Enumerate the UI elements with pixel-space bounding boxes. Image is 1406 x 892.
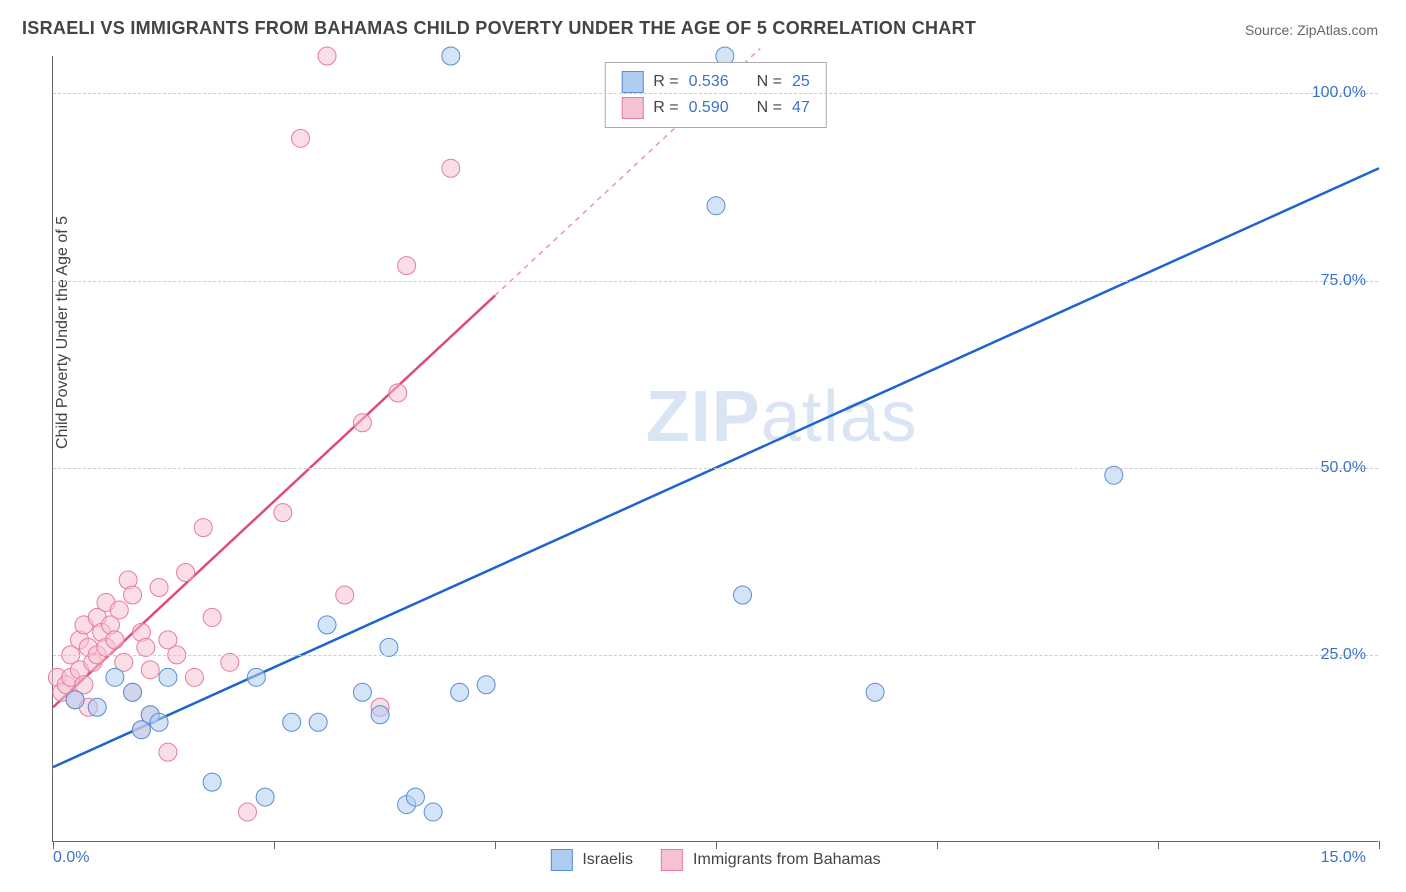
legend-r-label: R = bbox=[653, 99, 678, 117]
data-point bbox=[451, 683, 469, 701]
data-point bbox=[66, 691, 84, 709]
data-point bbox=[185, 668, 203, 686]
data-point bbox=[1105, 466, 1123, 484]
data-point bbox=[194, 519, 212, 537]
data-point bbox=[203, 608, 221, 626]
data-point bbox=[141, 661, 159, 679]
x-tick-mark bbox=[937, 841, 938, 849]
data-point bbox=[353, 414, 371, 432]
data-point bbox=[150, 713, 168, 731]
legend-label: Immigrants from Bahamas bbox=[693, 851, 881, 869]
data-point bbox=[353, 683, 371, 701]
gridline bbox=[53, 93, 1378, 94]
data-point bbox=[424, 803, 442, 821]
data-point bbox=[177, 564, 195, 582]
x-tick-mark bbox=[716, 841, 717, 849]
data-point bbox=[477, 676, 495, 694]
data-point bbox=[124, 683, 142, 701]
data-point bbox=[203, 773, 221, 791]
legend-swatch bbox=[621, 97, 643, 119]
data-point bbox=[159, 743, 177, 761]
data-point bbox=[88, 698, 106, 716]
y-tick-label: 75.0% bbox=[1321, 272, 1366, 290]
gridline bbox=[53, 281, 1378, 282]
legend-swatch bbox=[661, 849, 683, 871]
legend-r-value: 0.590 bbox=[689, 99, 729, 117]
gridline bbox=[53, 468, 1378, 469]
legend-row: R = 0.536 N = 25 bbox=[621, 69, 810, 95]
data-point bbox=[406, 788, 424, 806]
x-axis-min-label: 0.0% bbox=[53, 849, 89, 867]
legend-r-value: 0.536 bbox=[689, 73, 729, 91]
legend-n-label: N = bbox=[757, 99, 782, 117]
legend-n-value: 25 bbox=[792, 73, 810, 91]
data-point bbox=[106, 668, 124, 686]
source-attribution: Source: ZipAtlas.com bbox=[1245, 22, 1378, 38]
legend-n-value: 47 bbox=[792, 99, 810, 117]
legend-r-label: R = bbox=[653, 73, 678, 91]
data-point bbox=[150, 578, 168, 596]
data-point bbox=[309, 713, 327, 731]
data-point bbox=[247, 668, 265, 686]
series-legend: Israelis Immigrants from Bahamas bbox=[550, 849, 880, 871]
gridline bbox=[53, 655, 1378, 656]
data-point bbox=[398, 257, 416, 275]
scatter-plot: Child Poverty Under the Age of 5 ZIPatla… bbox=[52, 56, 1378, 842]
data-point bbox=[318, 47, 336, 65]
x-tick-mark bbox=[274, 841, 275, 849]
data-point bbox=[221, 653, 239, 671]
data-point bbox=[124, 586, 142, 604]
y-tick-label: 100.0% bbox=[1312, 84, 1366, 102]
chart-title: ISRAELI VS IMMIGRANTS FROM BAHAMAS CHILD… bbox=[22, 18, 976, 39]
data-point bbox=[442, 159, 460, 177]
data-point bbox=[238, 803, 256, 821]
legend-item: Immigrants from Bahamas bbox=[661, 849, 881, 871]
legend-n-label: N = bbox=[757, 73, 782, 91]
data-point bbox=[380, 638, 398, 656]
legend-label: Israelis bbox=[582, 851, 633, 869]
data-point bbox=[274, 504, 292, 522]
x-axis-max-label: 15.0% bbox=[1321, 849, 1366, 867]
data-point bbox=[866, 683, 884, 701]
data-point bbox=[283, 713, 301, 731]
data-point bbox=[256, 788, 274, 806]
x-tick-mark bbox=[495, 841, 496, 849]
data-point bbox=[371, 706, 389, 724]
data-point bbox=[442, 47, 460, 65]
legend-swatch bbox=[621, 71, 643, 93]
data-point bbox=[336, 586, 354, 604]
chart-svg-layer bbox=[53, 56, 1378, 841]
y-tick-label: 50.0% bbox=[1321, 459, 1366, 477]
legend-row: R = 0.590 N = 47 bbox=[621, 95, 810, 121]
x-tick-mark bbox=[1379, 841, 1380, 849]
legend-item: Israelis bbox=[550, 849, 633, 871]
data-point bbox=[292, 129, 310, 147]
correlation-legend: R = 0.536 N = 25 R = 0.590 N = 47 bbox=[604, 62, 827, 128]
data-point bbox=[110, 601, 128, 619]
data-point bbox=[318, 616, 336, 634]
data-point bbox=[137, 638, 155, 656]
data-point bbox=[389, 384, 407, 402]
legend-swatch bbox=[550, 849, 572, 871]
data-point bbox=[106, 631, 124, 649]
data-point bbox=[707, 197, 725, 215]
x-tick-mark bbox=[1158, 841, 1159, 849]
x-tick-mark bbox=[53, 841, 54, 849]
data-point bbox=[159, 668, 177, 686]
data-point bbox=[734, 586, 752, 604]
y-tick-label: 25.0% bbox=[1321, 646, 1366, 664]
